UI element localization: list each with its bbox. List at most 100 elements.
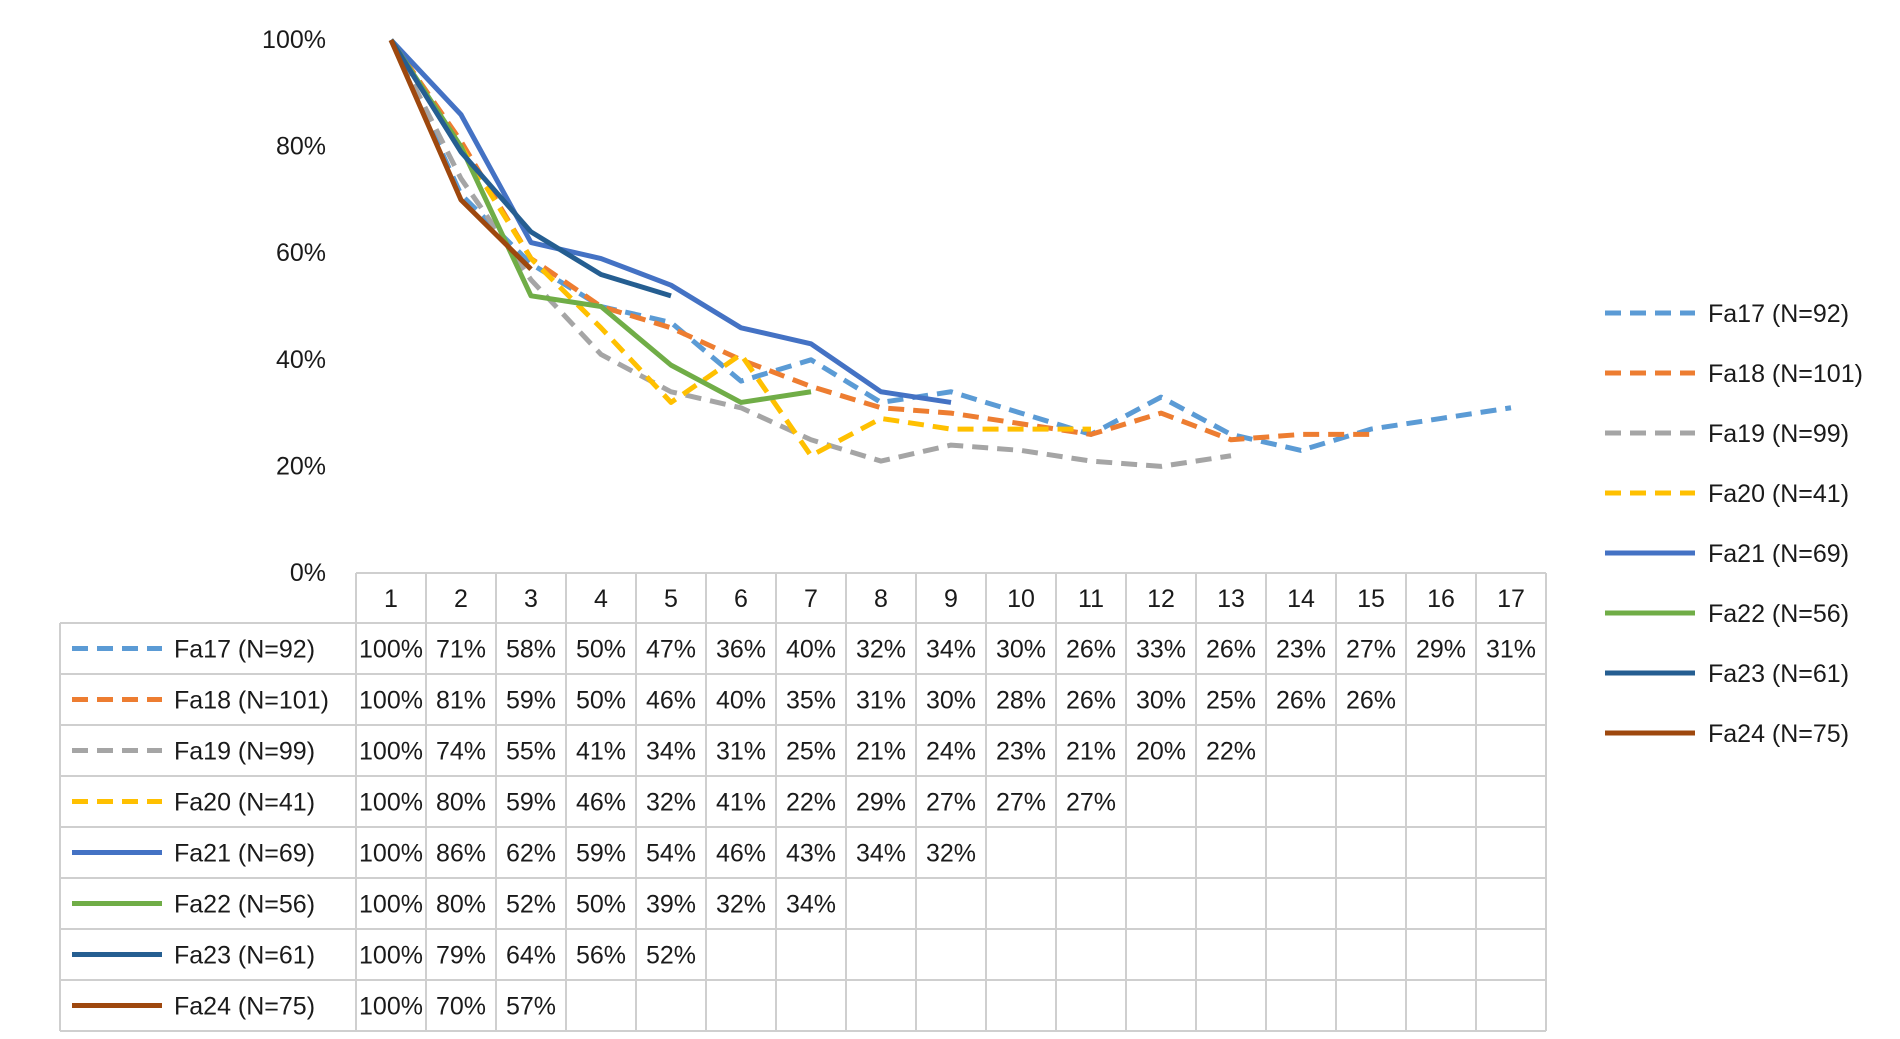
table-series-name: Fa21 (N=69)	[174, 840, 315, 868]
data-label: 41%	[716, 789, 766, 817]
data-label: 22%	[786, 789, 836, 817]
legend-entry-label: Fa21 (N=69)	[1708, 540, 1849, 568]
data-label: 23%	[996, 738, 1046, 766]
x-tick-label: 4	[594, 585, 608, 613]
table-series-name: Fa18 (N=101)	[174, 687, 329, 715]
x-tick-label: 2	[454, 585, 468, 613]
data-label: 31%	[716, 738, 766, 766]
data-label: 52%	[506, 891, 556, 919]
data-label: 30%	[926, 687, 976, 715]
data-label: 80%	[436, 789, 486, 817]
data-label: 28%	[996, 687, 1046, 715]
data-label: 32%	[716, 891, 766, 919]
data-label: 40%	[716, 687, 766, 715]
data-label: 27%	[996, 789, 1046, 817]
series-line	[388, 38, 1371, 443]
legend-entry-label: Fa18 (N=101)	[1708, 360, 1863, 388]
data-label: 25%	[1206, 687, 1256, 715]
data-label: 26%	[1276, 687, 1326, 715]
y-tick-label: 0%	[290, 559, 326, 587]
data-label: 86%	[436, 840, 486, 868]
data-label: 39%	[646, 891, 696, 919]
y-tick-label: 100%	[262, 26, 326, 54]
data-label: 54%	[646, 840, 696, 868]
y-tick-label: 80%	[276, 133, 326, 161]
data-label: 46%	[716, 840, 766, 868]
data-label: 50%	[576, 687, 626, 715]
data-label: 32%	[926, 840, 976, 868]
y-axis-tick-labels: 0% 20% 40% 60% 80% 100%	[262, 26, 326, 587]
x-tick-label: 12	[1147, 585, 1175, 613]
series-line	[389, 38, 952, 405]
x-tick-label: 17	[1497, 585, 1525, 613]
series-line	[388, 38, 533, 271]
data-label: 26%	[1066, 636, 1116, 664]
data-label: 100%	[359, 738, 423, 766]
data-label: 47%	[646, 636, 696, 664]
table-series-name: Fa20 (N=41)	[174, 789, 315, 817]
series-line	[388, 38, 1512, 453]
data-label: 70%	[436, 993, 486, 1021]
data-label: 33%	[1136, 636, 1186, 664]
data-label: 27%	[1346, 636, 1396, 664]
table-series-name: Fa24 (N=75)	[174, 993, 315, 1021]
data-label: 24%	[926, 738, 976, 766]
data-label: 62%	[506, 840, 556, 868]
data-label: 100%	[359, 891, 423, 919]
data-label: 20%	[1136, 738, 1186, 766]
data-label: 79%	[436, 942, 486, 970]
data-label: 32%	[856, 636, 906, 664]
data-label: 34%	[786, 891, 836, 919]
x-tick-label: 8	[874, 585, 888, 613]
data-label: 34%	[856, 840, 906, 868]
legend: Fa17 (N=92) Fa18 (N=101) Fa19 (N=99) Fa20 (…	[1605, 300, 1863, 748]
data-label: 32%	[646, 789, 696, 817]
data-label: 64%	[506, 942, 556, 970]
x-tick-label: 9	[944, 585, 958, 613]
legend-entry-label: Fa20 (N=41)	[1708, 480, 1849, 508]
data-label: 100%	[359, 687, 423, 715]
data-label: 100%	[359, 840, 423, 868]
data-label: 26%	[1206, 636, 1256, 664]
legend-entry-label: Fa23 (N=61)	[1708, 660, 1849, 688]
data-label: 30%	[996, 636, 1046, 664]
x-tick-label: 14	[1287, 585, 1315, 613]
y-tick-label: 60%	[276, 239, 326, 267]
data-label: 22%	[1206, 738, 1256, 766]
table-series-name: Fa17 (N=92)	[174, 636, 315, 664]
table-series-name: Fa23 (N=61)	[174, 942, 315, 970]
data-label: 81%	[436, 687, 486, 715]
data-label: 52%	[646, 942, 696, 970]
data-label: 57%	[506, 993, 556, 1021]
data-label: 100%	[359, 636, 423, 664]
data-label: 80%	[436, 891, 486, 919]
data-label: 46%	[646, 687, 696, 715]
series-line	[388, 38, 1232, 469]
data-label: 43%	[786, 840, 836, 868]
x-tick-label: 5	[664, 585, 678, 613]
x-tick-label: 6	[734, 585, 748, 613]
data-label: 71%	[436, 636, 486, 664]
data-label: 31%	[856, 687, 906, 715]
table-series-name: Fa22 (N=56)	[174, 891, 315, 919]
data-label: 27%	[926, 789, 976, 817]
data-label: 50%	[576, 636, 626, 664]
x-tick-label: 13	[1217, 585, 1245, 613]
data-label: 40%	[786, 636, 836, 664]
data-label: 41%	[576, 738, 626, 766]
data-label: 27%	[1066, 789, 1116, 817]
y-tick-label: 40%	[276, 346, 326, 374]
x-tick-label: 1	[384, 585, 398, 613]
data-label: 55%	[506, 738, 556, 766]
data-label: 59%	[506, 789, 556, 817]
data-label: 25%	[786, 738, 836, 766]
data-label: 58%	[506, 636, 556, 664]
data-label: 23%	[1276, 636, 1326, 664]
y-tick-label: 20%	[276, 452, 326, 480]
legend-entry-label: Fa19 (N=99)	[1708, 420, 1849, 448]
data-label: 50%	[576, 891, 626, 919]
legend-entry-label: Fa17 (N=92)	[1708, 300, 1849, 328]
data-label: 31%	[1486, 636, 1536, 664]
x-tick-label: 3	[524, 585, 538, 613]
